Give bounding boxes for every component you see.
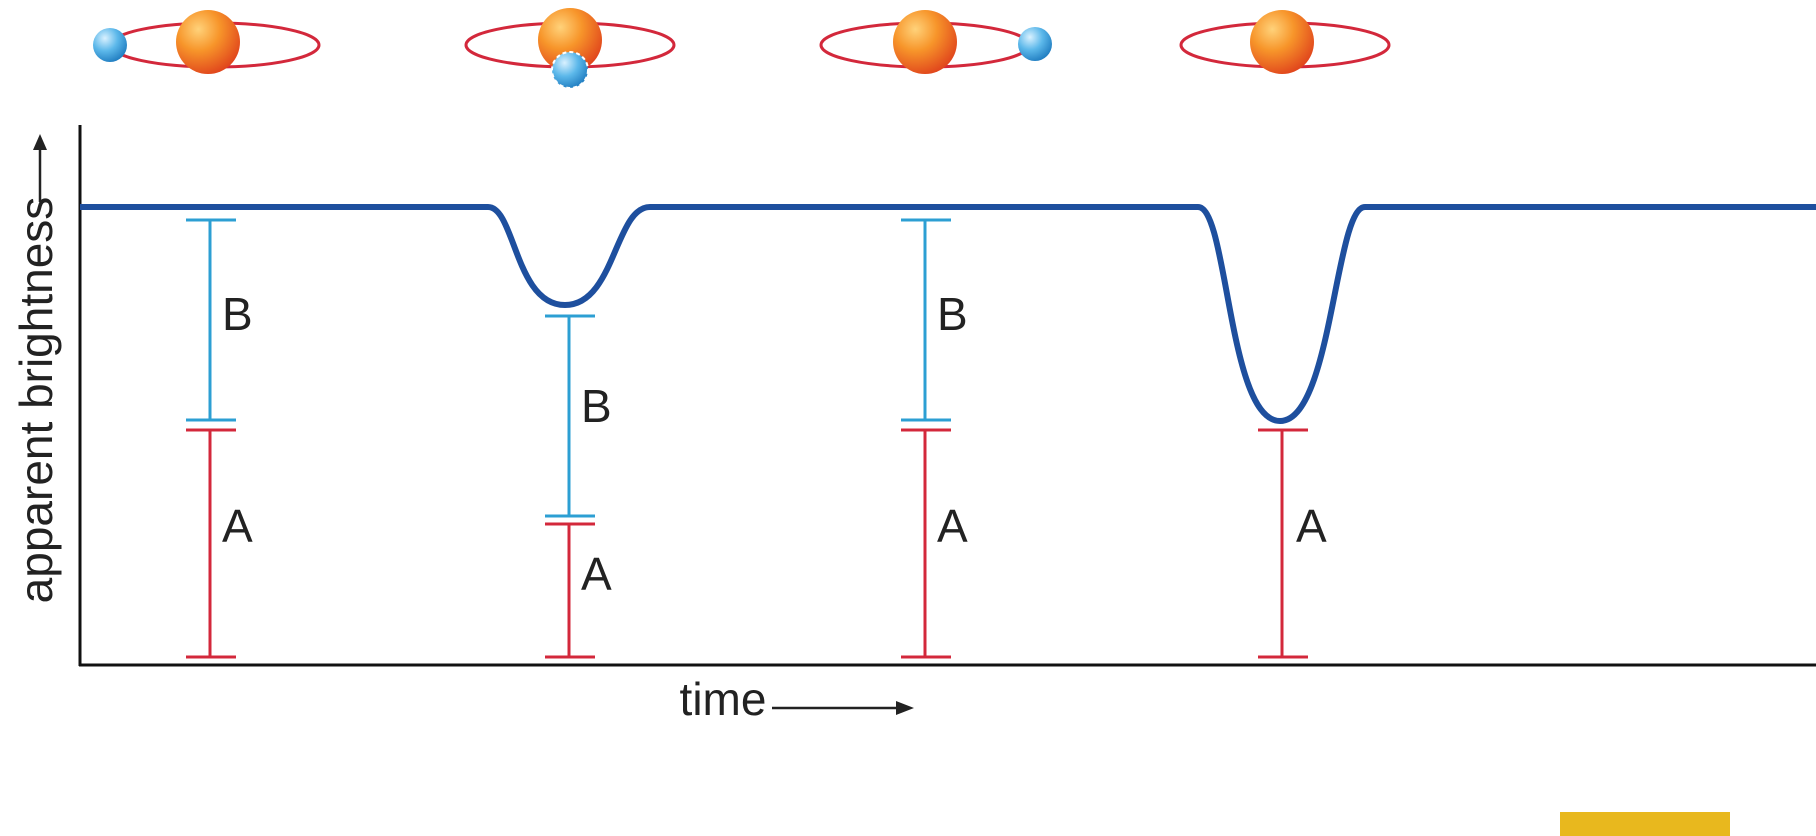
bar-label: B (937, 288, 968, 340)
bar-label: A (581, 548, 612, 600)
planet (1018, 27, 1052, 61)
star (1250, 10, 1314, 74)
star (538, 8, 602, 72)
star (893, 10, 957, 74)
brightness-bars (186, 218, 1308, 659)
bar-label: A (937, 500, 968, 552)
y-axis-label: apparent brightness (10, 197, 62, 604)
bar-label: A (1296, 500, 1327, 552)
planet (551, 51, 589, 89)
badge (1560, 812, 1730, 836)
x-arrow-head (896, 701, 914, 715)
light-curve (80, 204, 1816, 425)
x-axis-label: time (680, 673, 767, 725)
bar-label: B (222, 288, 253, 340)
y-arrow-head (33, 134, 47, 150)
orbit-illustrations (93, 8, 1391, 89)
bar-label: A (222, 500, 253, 552)
bar-label: B (581, 380, 612, 432)
planet (93, 28, 127, 62)
star (176, 10, 240, 74)
